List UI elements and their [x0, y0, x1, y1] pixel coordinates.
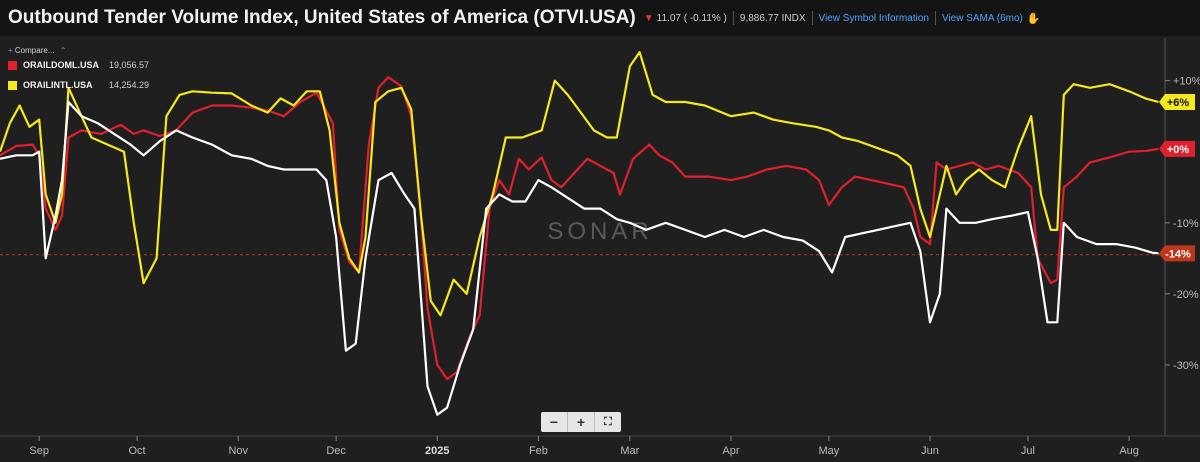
series-line-intermodal — [0, 51, 1159, 317]
zoom-in-button[interactable]: + — [568, 412, 595, 432]
end-label-text: +0% — [1167, 144, 1190, 156]
y-tick-label: -30% — [1173, 360, 1199, 372]
fit-screen-button[interactable]: ⛶ — [604, 415, 612, 428]
legend-swatch-domestic — [8, 60, 17, 70]
last-value: 9,886.77 INDX — [739, 12, 806, 24]
compare-label: Compare... — [14, 46, 55, 55]
series-line-domestic — [0, 76, 1159, 381]
plot-background — [0, 38, 1200, 462]
end-label-otvi: -14% — [1159, 245, 1195, 262]
legend-value: 14,254.29 — [109, 80, 150, 90]
line-chart[interactable]: SONAR +10% -10% -20% -30% Sep Oct Nov Dec 2025 Feb… — [0, 38, 1200, 462]
view-symbol-link[interactable]: View Symbol Information — [818, 12, 929, 24]
view-sama-link[interactable]: View SAMA (6mo) — [941, 12, 1023, 24]
end-label-text: +6% — [1167, 97, 1190, 109]
chevron-up-icon: ⌃ — [59, 46, 67, 55]
legend-swatch-intermodal — [8, 80, 17, 90]
divider — [934, 11, 936, 25]
x-tick-label: Aug — [1119, 445, 1139, 457]
end-label-domestic: +0% — [1159, 140, 1195, 157]
x-tick-label: Jun — [921, 445, 939, 457]
series-line-otvi — [0, 100, 1159, 416]
legend-item-intermodal[interactable]: ORAILINTL.USA 14,254.29 — [8, 80, 149, 90]
x-tick-label: May — [818, 445, 839, 457]
chart-header: Outbound Tender Volume Index, United Sta… — [0, 0, 1200, 36]
x-tick-label: Dec — [326, 445, 346, 457]
chart-area[interactable]: SONAR +10% -10% -20% -30% Sep Oct Nov Dec 2025 Feb… — [0, 38, 1200, 462]
legend-value: 19,056.57 — [109, 60, 150, 70]
sama-hand-icon[interactable]: ✋ — [1026, 12, 1041, 25]
x-tick-label: Sep — [29, 445, 49, 457]
end-label-text: -14% — [1165, 248, 1191, 260]
down-arrow-icon: ▼ — [643, 12, 654, 24]
x-tick-label: Feb — [529, 445, 548, 457]
zoom-controls: − + ⛶ — [541, 412, 621, 432]
divider — [732, 11, 734, 25]
x-tick-label: Oct — [128, 445, 145, 457]
x-tick-label: Nov — [228, 445, 248, 457]
end-label-box — [1159, 93, 1195, 110]
x-tick-label: 2025 — [425, 445, 449, 457]
change-value: 11.07 ( -0.11% ) — [656, 12, 727, 24]
y-tick-label: -10% — [1173, 218, 1199, 230]
divider — [811, 11, 813, 25]
y-tick-label: -20% — [1173, 289, 1199, 301]
legend-name: ORAILDOML.USA — [23, 60, 99, 70]
end-label-box — [1159, 140, 1195, 157]
watermark: SONAR — [547, 218, 652, 245]
end-label-box — [1159, 245, 1195, 262]
compare-control[interactable]: + Compare... ⌃ — [8, 46, 66, 55]
legend-name: ORAILINTL.USA — [23, 80, 93, 90]
y-tick-label: +10% — [1173, 76, 1200, 88]
change-readout: ▼ 11.07 ( -0.11% ) — [644, 13, 727, 24]
x-tick-label: Apr — [722, 445, 739, 457]
x-tick-label: Mar — [620, 445, 639, 457]
zoom-out-button[interactable]: − — [541, 412, 568, 432]
chart-title: Outbound Tender Volume Index, United Sta… — [8, 7, 636, 28]
end-label-intermodal: +6% — [1159, 93, 1195, 110]
x-tick-label: Jul — [1021, 445, 1035, 457]
legend-item-domestic[interactable]: ORAILDOML.USA 19,056.57 — [8, 60, 149, 70]
plus-icon: + — [8, 46, 13, 55]
